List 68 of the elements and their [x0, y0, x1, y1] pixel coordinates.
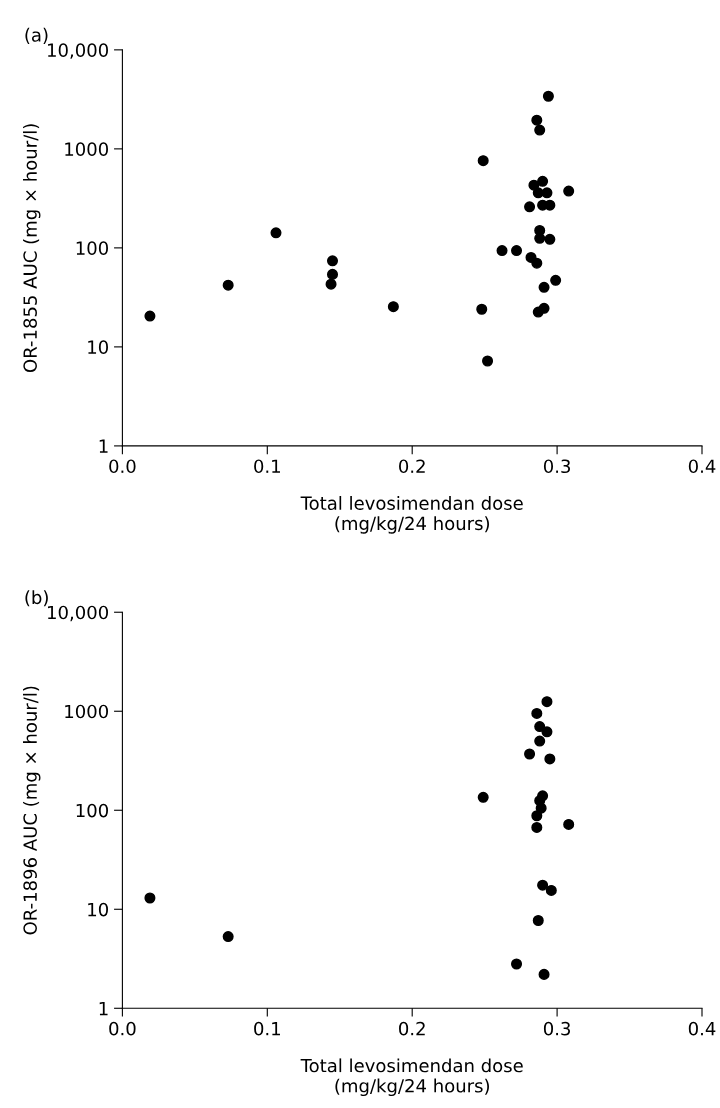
point: [534, 124, 546, 136]
point: [326, 268, 339, 280]
y-tick-label: 1: [99, 1001, 108, 1016]
x-tick-label: 0.0: [109, 459, 136, 474]
y-tick-label: 100: [76, 241, 109, 255]
point: [531, 114, 543, 126]
y-axis-title: OR-1855 AUC (mg × hour/l): [23, 124, 41, 373]
point: [532, 915, 544, 927]
point: [538, 968, 550, 980]
y-tick-label: 100: [76, 803, 109, 818]
point: [482, 355, 494, 367]
point: [534, 721, 546, 733]
point: [144, 310, 156, 322]
point: [531, 821, 543, 833]
point: [270, 227, 282, 239]
point: [531, 257, 543, 269]
point: [542, 90, 554, 102]
point: [222, 931, 234, 943]
x-tick-label: 0.1: [254, 1021, 280, 1036]
point: [538, 281, 550, 293]
point: [524, 201, 536, 213]
y-tick-label: 1000: [65, 704, 109, 719]
point: [496, 245, 508, 257]
chart-title: (b): [25, 590, 48, 607]
point: [563, 818, 575, 830]
chart-title: (a): [25, 27, 48, 44]
x-tick-label: 0.2: [399, 459, 425, 474]
x-tick-label: 0.4: [688, 459, 716, 474]
point: [563, 185, 575, 197]
y-tick-label: 10,000: [48, 43, 109, 59]
point: [144, 892, 156, 904]
point: [532, 306, 544, 318]
point: [476, 303, 488, 315]
point: [545, 884, 557, 896]
point: [387, 301, 399, 313]
y-tick-label: 1: [99, 439, 108, 453]
x-tick-label: 0.3: [543, 1021, 571, 1036]
point: [541, 696, 553, 708]
point: [531, 707, 543, 719]
x-tick-label: 0.0: [109, 1021, 136, 1036]
point: [537, 879, 549, 891]
point: [541, 187, 553, 199]
y-axis-title: OR-1896 AUC (mg × hour/l): [23, 686, 41, 935]
point: [534, 735, 546, 747]
y-tick-label: 10: [88, 340, 109, 355]
point: [222, 279, 234, 291]
point: [541, 726, 553, 738]
point: [531, 810, 543, 822]
x-tick-label: 0.1: [254, 459, 280, 474]
y-tick-label: 10: [88, 902, 109, 917]
point: [511, 958, 523, 970]
point: [544, 753, 556, 765]
point: [477, 791, 489, 803]
point: [477, 155, 489, 167]
point: [544, 233, 556, 245]
x-axis-title: Total levosimendan dose (mg/kg/24 hours): [300, 496, 523, 534]
x-axis-title: Total levosimendan dose (mg/kg/24 hours): [300, 1058, 523, 1097]
point: [524, 748, 536, 760]
point: [325, 278, 337, 290]
x-tick-label: 0.2: [399, 1021, 425, 1036]
x-tick-label: 0.3: [543, 459, 571, 474]
point: [537, 175, 549, 187]
point: [550, 274, 562, 286]
point: [511, 245, 523, 257]
y-tick-label: 1000: [65, 142, 109, 156]
point: [326, 255, 339, 267]
y-tick-label: 10,000: [48, 605, 109, 622]
x-tick-label: 0.4: [688, 1021, 716, 1036]
